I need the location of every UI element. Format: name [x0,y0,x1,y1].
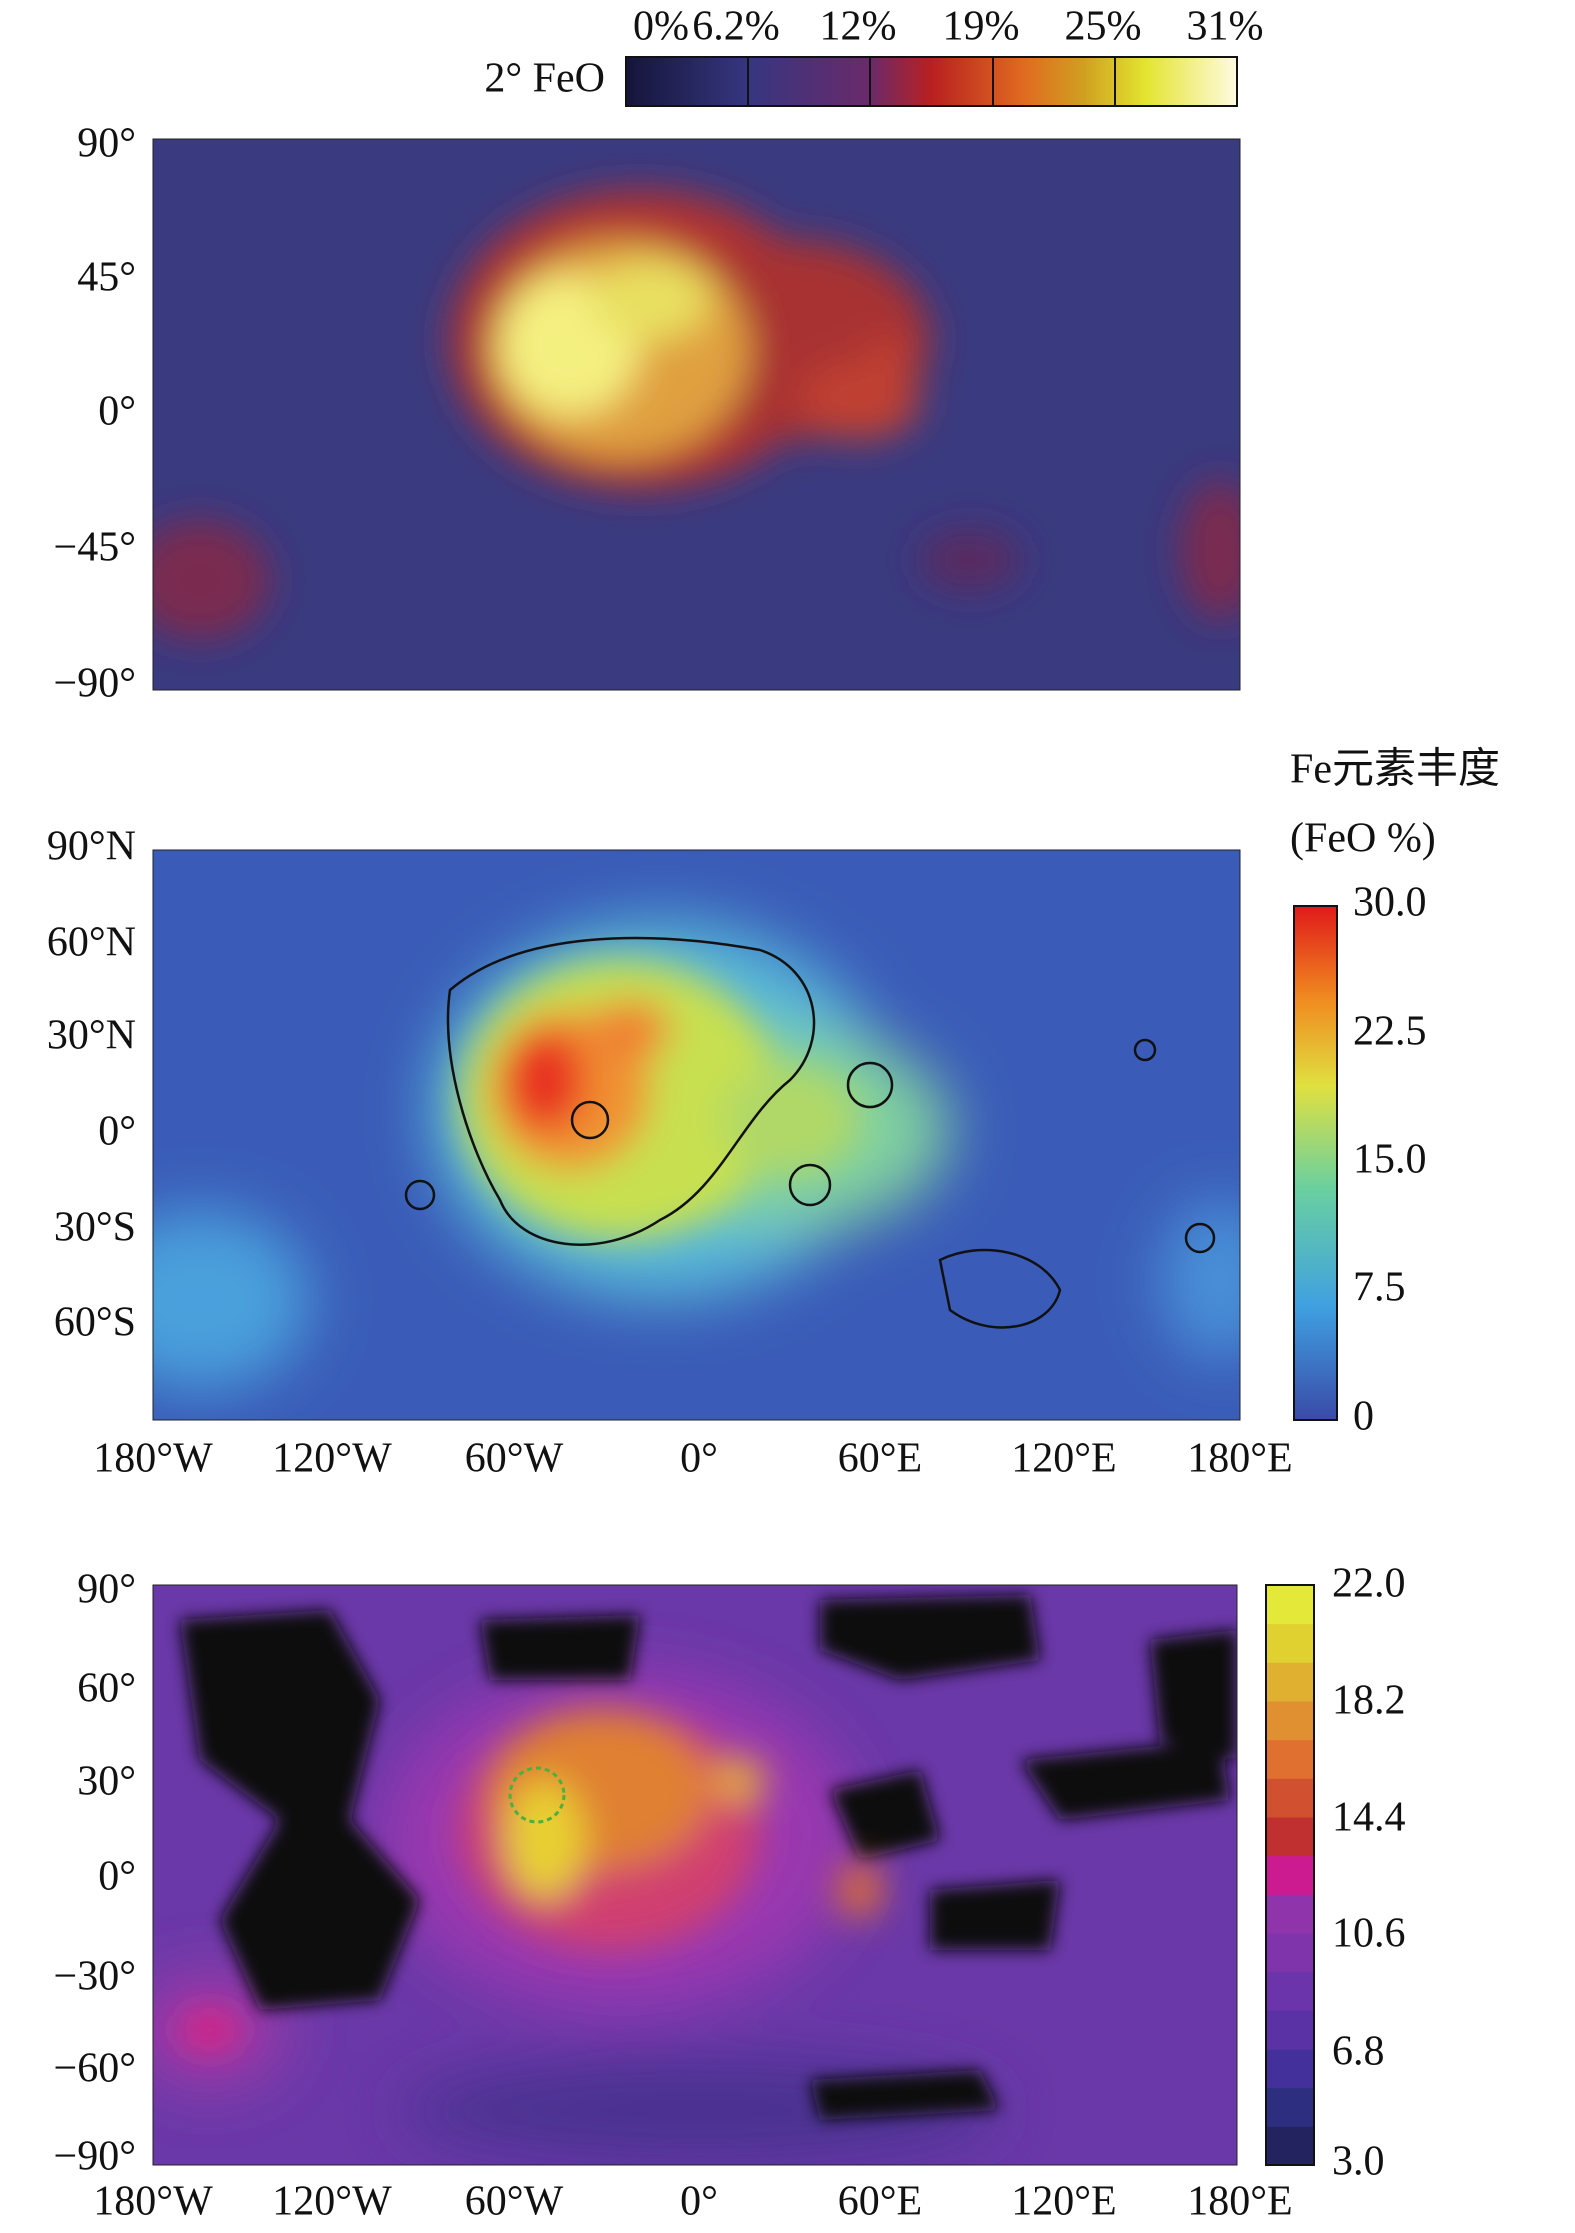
colorbar-label: 15.0 [1353,1137,1427,1183]
lon-label: 0° [680,2179,718,2225]
lat-label: 45° [77,255,136,301]
lon-label: 60°E [838,1436,922,1482]
colorbar-step [1266,1662,1314,1702]
colorbar-step [1266,2087,1314,2127]
map-3 [153,1585,1237,2165]
lon-label: 180°E [1187,2179,1292,2225]
lat-label: 30° [77,1759,136,1805]
colorbar-label: 12% [820,4,897,50]
lon-label: 60°W [465,1436,564,1482]
lat-label: 90° [77,121,136,167]
colorbar-step [1266,1623,1314,1663]
colorbar-title: Fe元素丰度 [1290,747,1500,793]
colorbar-label: 14.4 [1332,1795,1406,1841]
colorbar-step [1266,1701,1314,1741]
lat-label: 30°N [47,1013,136,1059]
colorbar-title: (FeO %) [1290,816,1436,862]
lat-label: 30°S [54,1205,136,1251]
colorbar-step [1266,1778,1314,1818]
colorbar-step [1266,1817,1314,1857]
lat-label: −60° [54,2046,136,2092]
colorbar-label: 10.6 [1332,1911,1406,1957]
lat-label: 90° [77,1567,136,1613]
lat-label: −45° [54,525,136,571]
lon-label: 120°W [272,2179,392,2225]
colorbar-label: 22.0 [1332,1561,1406,1607]
colorbar-frame [1265,1584,1315,2166]
colorbar-label: 25% [1065,4,1142,50]
map-frame [152,1584,1238,2166]
colorbar-step [1266,2010,1314,2050]
colorbar-label: 0 [1353,1394,1374,1440]
colorbar-label: 6.8 [1332,2029,1385,2075]
colorbar-step [1266,1933,1314,1973]
lat-label: 0° [98,1109,136,1155]
colorbar [625,56,1238,107]
colorbar-label: 3.0 [1332,2139,1385,2185]
colorbar-label: 19% [943,4,1020,50]
colorbar-step [1266,2126,1314,2166]
map-frame [152,849,1241,1421]
lat-label: −30° [54,1954,136,2000]
lon-label: 60°W [465,2179,564,2225]
colorbar-label: 30.0 [1353,880,1427,926]
map-1 [153,139,1240,690]
lat-label: −90° [54,661,136,707]
map-2 [153,850,1240,1420]
lon-label: 60°E [838,2179,922,2225]
colorbar-step [1266,1971,1314,2011]
lon-label: 180°W [93,1436,213,1482]
colorbar-label: 18.2 [1332,1678,1406,1724]
lat-label: 0° [98,389,136,435]
lat-label: 60°N [47,920,136,966]
colorbar-title: 2° FeO [484,56,605,102]
colorbar [1293,905,1338,1421]
colorbar [1265,1584,1315,2166]
lon-label: 120°W [272,1436,392,1482]
colorbar-step [1266,1855,1314,1895]
lon-label: 180°E [1187,1436,1292,1482]
lon-label: 120°E [1011,2179,1116,2225]
lat-label: 90°N [47,824,136,870]
lat-label: 60° [77,1666,136,1712]
map-frame [152,138,1241,691]
colorbar-step [1266,1585,1314,1625]
lon-label: 180°W [93,2179,213,2225]
lat-label: 0° [98,1854,136,1900]
colorbar-label: 0% [633,4,689,50]
lat-label: −90° [54,2134,136,2180]
colorbar-step [1266,1739,1314,1779]
colorbar-step [1266,2049,1314,2089]
colorbar-label: 22.5 [1353,1009,1427,1055]
colorbar-label: 31% [1187,4,1264,50]
colorbar-label: 6.2% [692,4,780,50]
colorbar-label: 7.5 [1353,1265,1406,1311]
lon-label: 120°E [1011,1436,1116,1482]
colorbar-step [1266,1894,1314,1934]
lat-label: 60°S [54,1300,136,1346]
lon-label: 0° [680,1436,718,1482]
